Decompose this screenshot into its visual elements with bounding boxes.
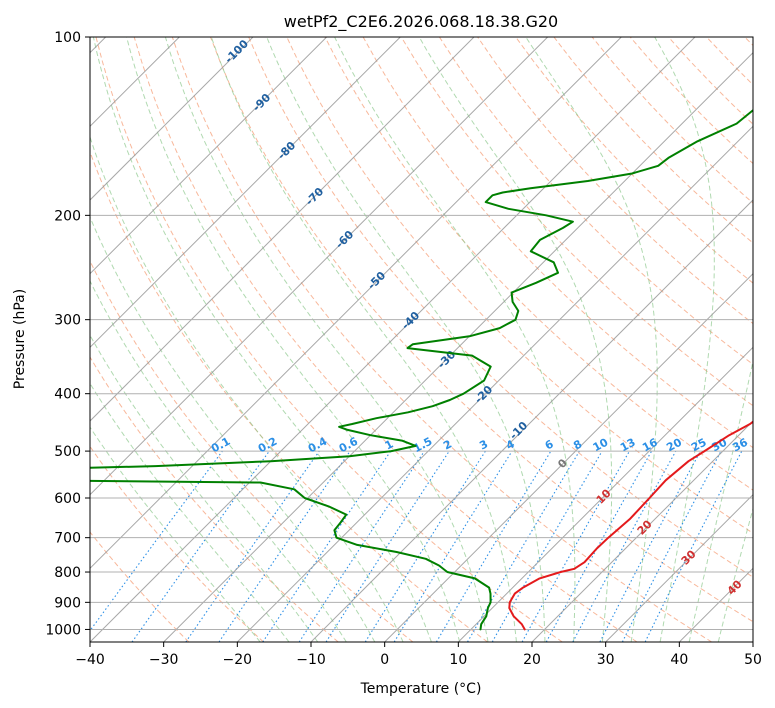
isotherm-line [90, 37, 622, 570]
chart-title: wetPf2_C2E6.2026.068.18.38.G20 [284, 12, 558, 32]
dry-adiabat-line [133, 37, 638, 642]
mixing-ratio-label: 16 [640, 436, 660, 455]
mixing-ratio-label: 30 [710, 436, 730, 455]
moist-adiabat-line [164, 37, 489, 642]
dry-adiabat-line [210, 37, 753, 623]
isotherm-line [531, 420, 753, 642]
dry-adiabat-line [90, 531, 190, 642]
moist-adiabat-line [90, 215, 376, 642]
sounding-series [90, 108, 753, 631]
mixing-ratio-line [298, 450, 425, 642]
moist-adiabat-line [266, 37, 546, 642]
dry-adiabat-line [438, 37, 753, 366]
y-tick-label: 400 [54, 387, 81, 403]
y-tick-label: 300 [54, 313, 81, 329]
pressure-gridlines [90, 37, 753, 630]
isotherms [90, 37, 753, 642]
y-tick-label: 200 [54, 208, 81, 224]
moist-adiabat-line [654, 37, 715, 642]
dry-adiabat-line [400, 37, 753, 407]
mixing-ratio-label: 36 [730, 436, 750, 455]
isotherm-line [457, 346, 753, 642]
mixing-ratio-line [521, 450, 630, 642]
mixing-ratio-line [545, 450, 653, 642]
mixing-ratio-label: 10 [591, 435, 611, 454]
isotherm-line [605, 493, 753, 642]
dry-adiabat-line [248, 37, 753, 578]
mixing-ratio-label: 13 [618, 436, 638, 455]
dry-adiabat-line [90, 356, 339, 642]
x-tick-label: −30 [149, 652, 179, 668]
y-tick-label: 900 [54, 595, 81, 611]
y-tick-label: 700 [54, 531, 81, 547]
moist-adiabat-line [90, 426, 261, 642]
moist-adiabat-line [90, 135, 404, 642]
isotherm-line [90, 37, 328, 275]
x-tick-label: 0 [380, 652, 389, 668]
x-axis-title: Temperature (°C) [360, 681, 482, 697]
moist-adiabat-line [688, 358, 753, 642]
isotherm-line [752, 641, 753, 642]
y-tick-label: 800 [54, 565, 81, 581]
moist-adiabat-line [90, 382, 290, 642]
mixing-ratio-line [325, 450, 450, 642]
isotherm-line [90, 37, 475, 422]
moist-adiabat-line [418, 37, 613, 642]
moist-adiabat-line [126, 37, 461, 642]
moist-adiabat-line [525, 37, 658, 642]
dewpoint-line [90, 108, 753, 631]
moist-adiabats [90, 37, 753, 642]
x-tick-label: 20 [523, 652, 541, 668]
moist-adiabat-line [90, 334, 319, 642]
mixing-ratio-line [393, 450, 513, 642]
mixing-ratio-lines [90, 450, 743, 642]
y-axis: 100 200 300 400 500 600 700 800 900 1000 [45, 30, 90, 638]
mixing-ratio-label: 25 [689, 436, 709, 455]
plot-background [90, 37, 753, 642]
isotherm-line [384, 272, 753, 642]
y-tick-label: 100 [54, 30, 81, 46]
dry-adiabat-line [90, 445, 264, 642]
isotherm-line [163, 51, 753, 642]
dry-adiabat-line [171, 37, 712, 642]
moist-adiabat-line [92, 37, 432, 642]
moist-adiabat-line [334, 37, 576, 642]
mixing-ratio-line [90, 450, 223, 632]
x-tick-label: −40 [75, 652, 105, 668]
isotherm-line [90, 37, 254, 201]
x-tick-label: 40 [670, 652, 688, 668]
mixing-ratio-line [131, 450, 270, 642]
x-axis: −40 −30 −20 −10 0 10 20 30 40 50 [75, 642, 762, 668]
y-tick-label: 1000 [45, 622, 81, 638]
mixing-ratio-line [262, 450, 392, 642]
mixing-ratio-line [572, 450, 677, 642]
x-tick-label: −10 [296, 652, 326, 668]
temperature-line [508, 420, 753, 631]
isotherm-line [90, 37, 696, 642]
x-tick-label: 10 [449, 652, 467, 668]
dry-adiabat-line [324, 37, 753, 491]
x-tick-label: −20 [223, 652, 253, 668]
mixing-ratio-line [218, 450, 351, 642]
y-tick-label: 600 [54, 491, 81, 507]
isotherm-line [90, 37, 401, 349]
x-tick-label: 30 [597, 652, 615, 668]
mixing-ratio-line [185, 450, 320, 642]
dry-adiabat-line [95, 37, 563, 642]
dry-adiabat-line [515, 37, 753, 284]
isotherm-line [90, 37, 549, 496]
dry-adiabat-line [90, 150, 488, 642]
mixing-ratio-line [644, 450, 743, 642]
y-axis-title: Pressure (hPa) [12, 289, 28, 389]
isotherm-line [310, 199, 753, 642]
isotherm-line [236, 125, 753, 642]
plot-frame [89, 36, 754, 643]
moist-adiabat-line [717, 506, 753, 642]
mixing-ratio-label: 20 [664, 435, 684, 454]
x-tick-label: 50 [744, 652, 762, 668]
y-tick-label: 500 [54, 444, 81, 460]
